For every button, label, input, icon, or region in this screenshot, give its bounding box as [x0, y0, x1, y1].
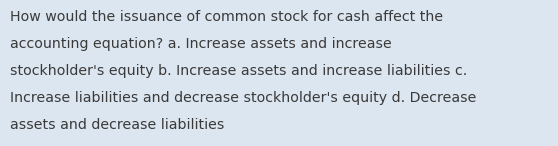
Text: Increase liabilities and decrease stockholder's equity d. Decrease: Increase liabilities and decrease stockh…	[10, 91, 477, 105]
Text: How would the issuance of common stock for cash affect the: How would the issuance of common stock f…	[10, 10, 443, 24]
Text: stockholder's equity b. Increase assets and increase liabilities c.: stockholder's equity b. Increase assets …	[10, 64, 467, 78]
Text: accounting equation? a. Increase assets and increase: accounting equation? a. Increase assets …	[10, 37, 392, 51]
Text: assets and decrease liabilities: assets and decrease liabilities	[10, 118, 224, 132]
